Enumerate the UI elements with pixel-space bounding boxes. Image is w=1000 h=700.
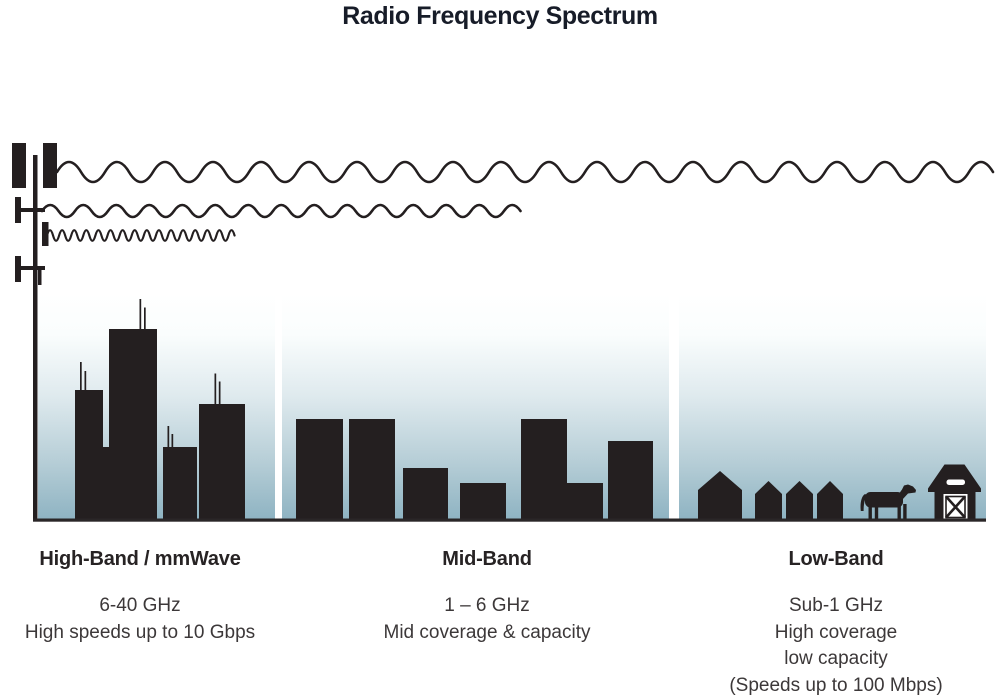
cell-tower-icon bbox=[12, 143, 57, 521]
band-heading-high: High-Band / mmWave bbox=[39, 548, 241, 570]
band-label-low: Low-Band Sub-1 GHz High coverage low cap… bbox=[729, 548, 942, 699]
ground-line bbox=[33, 518, 986, 522]
band-label-mid: Mid-Band 1 – 6 GHz Mid coverage & capaci… bbox=[384, 548, 591, 646]
band-heading-mid: Mid-Band bbox=[442, 548, 532, 570]
band-desc-low-3: (Speeds up to 100 Mbps) bbox=[729, 674, 943, 696]
band-label-high: High-Band / mmWave 6-40 GHz High speeds … bbox=[25, 548, 255, 646]
mid-frequency-medium-wave-icon bbox=[40, 203, 522, 219]
diagram-title: Radio Frequency Spectrum bbox=[342, 2, 658, 30]
band-desc-low-1: High coverage bbox=[774, 621, 898, 643]
mid-band-panel bbox=[282, 294, 669, 520]
band-freq-high: 6-40 GHz bbox=[99, 595, 181, 616]
band-desc-high: High speeds up to 10 Gbps bbox=[24, 621, 256, 643]
band-desc-low-2: low capacity bbox=[784, 648, 888, 669]
high-frequency-short-wave-icon bbox=[45, 229, 236, 242]
band-freq-mid: 1 – 6 GHz bbox=[444, 595, 530, 616]
barn-icon bbox=[928, 464, 981, 521]
cow-icon bbox=[860, 484, 916, 520]
band-freq-low: Sub-1 GHz bbox=[789, 595, 883, 616]
city-skyline-icon bbox=[75, 299, 245, 520]
low-frequency-long-wave-icon bbox=[55, 160, 995, 184]
band-heading-low: Low-Band bbox=[788, 548, 884, 570]
band-desc-mid: Mid coverage & capacity bbox=[383, 621, 591, 643]
village-houses-icon bbox=[698, 471, 843, 521]
town-skyline-icon bbox=[296, 419, 653, 520]
